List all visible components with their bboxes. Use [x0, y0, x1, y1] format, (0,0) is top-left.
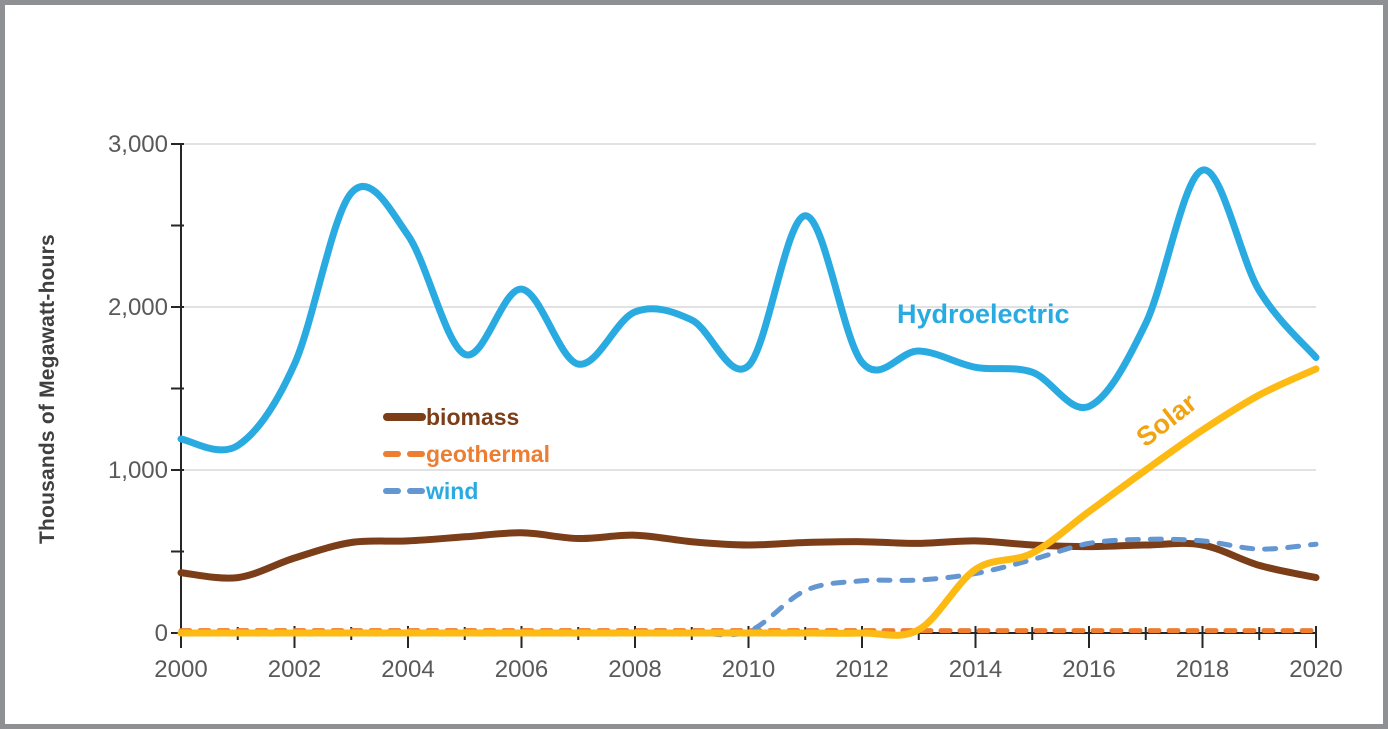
y-axis-title: Thousands of Megawatt-hours	[36, 234, 59, 544]
biomass-line-swatch-icon	[383, 413, 426, 421]
svg-text:2,000: 2,000	[108, 294, 168, 321]
svg-text:2010: 2010	[722, 656, 775, 683]
wind-line-swatch-icon	[383, 488, 426, 494]
legend-item-wind: wind	[383, 478, 550, 504]
gridlines	[181, 143, 1316, 471]
legend-label-wind: wind	[426, 478, 479, 504]
svg-text:1,000: 1,000	[108, 457, 168, 484]
tick-labels: 0 1,000 2,000 3,000 2000 2002 2004 2006 2008 2010…	[108, 131, 1343, 683]
legend-item-biomass: biomass	[383, 404, 550, 430]
series-lines	[177, 166, 1320, 639]
svg-text:0: 0	[155, 620, 168, 647]
hydroelectric-series-label: Hydroelectric	[897, 299, 1070, 329]
svg-text:2002: 2002	[268, 656, 321, 683]
svg-text:2016: 2016	[1062, 656, 1115, 683]
legend: biomass geothermal wind	[383, 404, 550, 504]
svg-text:3,000: 3,000	[108, 131, 168, 158]
svg-text:2018: 2018	[1176, 656, 1229, 683]
svg-text:2006: 2006	[495, 656, 548, 683]
legend-label-geothermal: geothermal	[426, 441, 550, 467]
series-line-hydroelectric	[177, 166, 1320, 454]
svg-text:2020: 2020	[1289, 656, 1342, 683]
axes-and-ticks	[171, 143, 1317, 648]
series-line-biomass	[177, 529, 1320, 582]
legend-label-biomass: biomass	[426, 404, 520, 430]
legend-item-geothermal: geothermal	[383, 441, 550, 467]
svg-text:2008: 2008	[608, 656, 661, 683]
geothermal-line-swatch-icon	[383, 451, 426, 457]
svg-text:2014: 2014	[949, 656, 1002, 683]
svg-text:2000: 2000	[154, 656, 207, 683]
series-line-solar	[177, 365, 1320, 639]
series-line-wind	[178, 536, 1319, 638]
svg-text:2004: 2004	[381, 656, 434, 683]
svg-text:2012: 2012	[835, 656, 888, 683]
